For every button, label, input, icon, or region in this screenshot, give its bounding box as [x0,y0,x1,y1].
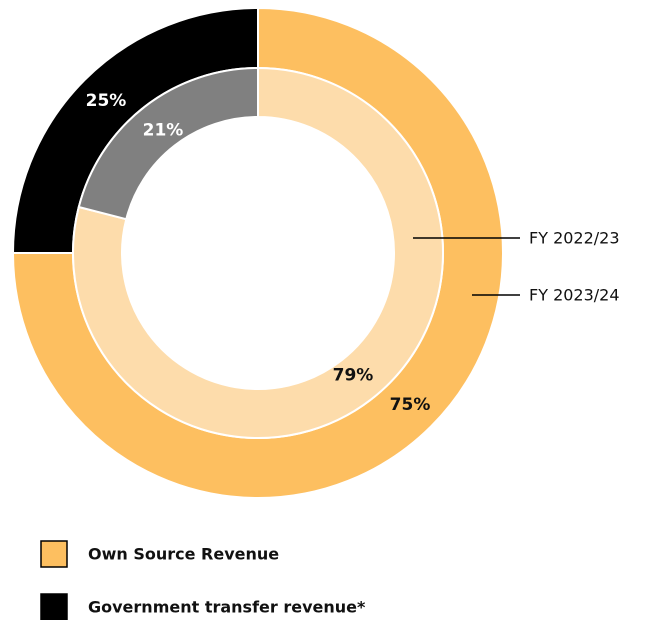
data-label: 79% [333,365,374,385]
legend-swatch [40,540,68,568]
series-label: FY 2023/24 [529,286,620,305]
data-label: 21% [143,121,184,141]
donut-segment [72,66,444,439]
legend-label: Own Source Revenue [88,545,279,564]
series-label: FY 2022/23 [529,229,620,248]
legend-swatch [40,593,68,620]
data-label: 25% [86,91,127,111]
donut-segment [77,66,259,221]
legend-label: Government transfer revenue* [88,598,366,617]
data-label: 75% [390,395,431,415]
